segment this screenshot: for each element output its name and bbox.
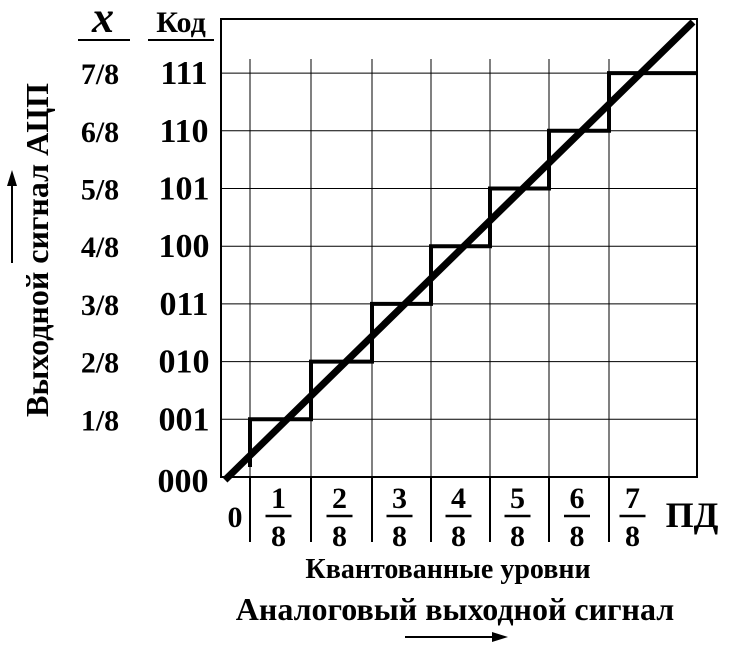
y-code-label: 111: [160, 55, 207, 92]
y-axis-arrow: [7, 170, 17, 263]
y-code-label: 010: [159, 344, 210, 381]
x-header-label: x: [91, 0, 114, 42]
x-axis-arrow: [405, 632, 508, 642]
x-fraction-denominator: 8: [451, 520, 466, 553]
zero-code-label: 000: [158, 463, 209, 500]
y-code-label: 011: [159, 286, 208, 323]
y-code-label: 001: [159, 401, 210, 438]
x-end-label: ПД: [666, 495, 719, 535]
ideal-transfer-line: [222, 19, 696, 483]
x-fraction-numerator: 7: [625, 482, 640, 515]
x-axis-fraction-labels: 1 8 2 8 3 8 4 8 5 8 6 8 7 8: [265, 482, 646, 553]
y-axis-title: Выходной сигнал АЦП: [19, 83, 55, 417]
x-origin-label: 0: [228, 501, 243, 534]
y-fraction-label: 7/8: [81, 58, 119, 91]
x-fraction-numerator: 5: [510, 482, 525, 515]
x-caption-analog: Аналоговый выходной сигнал: [236, 591, 675, 627]
y-code-label: 101: [159, 171, 210, 208]
y-fraction-label: 3/8: [81, 289, 119, 322]
y-axis-labels: 1/8 001 2/8 010 3/8 011 4/8 100 5/8 101 6/8 110 7/8 1…: [81, 55, 210, 438]
y-fraction-label: 2/8: [81, 347, 119, 380]
y-fraction-label: 1/8: [81, 404, 119, 437]
y-fraction-label: 6/8: [81, 116, 119, 149]
x-fraction-numerator: 4: [451, 482, 466, 515]
x-fraction-numerator: 2: [332, 482, 347, 515]
x-fraction-numerator: 1: [271, 482, 286, 515]
y-code-label: 110: [159, 113, 208, 150]
plot-frame: [220, 18, 698, 478]
x-tick-marks: [249, 477, 610, 542]
x-fraction-denominator: 8: [510, 520, 525, 553]
x-fraction-denominator: 8: [332, 520, 347, 553]
y-fraction-label: 5/8: [81, 174, 119, 207]
quantization-staircase: [248, 71, 697, 467]
x-fraction-denominator: 8: [625, 520, 640, 553]
x-caption-quantized: Квантованные уровни: [305, 554, 590, 585]
x-fraction-denominator: 8: [570, 520, 585, 553]
x-fraction-denominator: 8: [271, 520, 286, 553]
x-fraction-numerator: 6: [570, 482, 585, 515]
x-fraction-denominator: 8: [392, 520, 407, 553]
x-fraction-numerator: 3: [392, 482, 407, 515]
y-code-label: 100: [159, 228, 210, 265]
y-fraction-label: 4/8: [81, 231, 119, 264]
code-header-label: Код: [156, 6, 206, 39]
